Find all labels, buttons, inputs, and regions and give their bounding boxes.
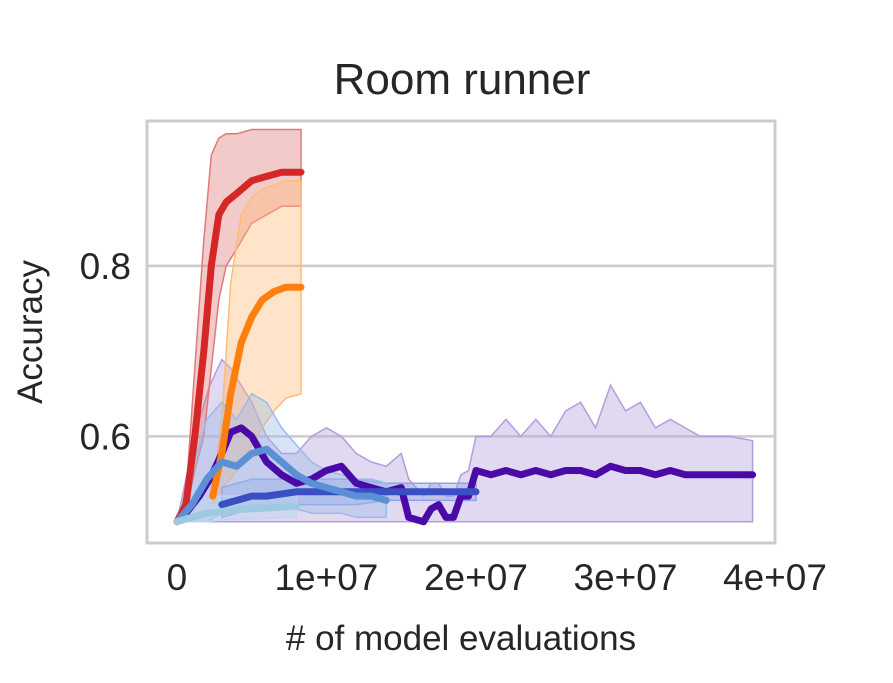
series-line-5 xyxy=(173,502,300,526)
plot-frame xyxy=(145,119,777,545)
x-tick-label: 2e+07 xyxy=(424,557,528,598)
y-tick-label: 0.8 xyxy=(80,246,131,287)
chart-title: Room runner xyxy=(334,55,591,104)
x-tick-label: 0 xyxy=(167,557,188,598)
series-lines xyxy=(173,168,757,526)
x-tick-label: 4e+07 xyxy=(723,557,827,598)
series-line-1 xyxy=(173,168,305,526)
series-line-2 xyxy=(209,283,305,500)
series-band-0 xyxy=(175,358,754,523)
series-band-1 xyxy=(176,128,302,523)
x-axis-label: # of model evaluations xyxy=(286,619,636,658)
x-tick-label: 3e+07 xyxy=(574,557,678,598)
series-band-2 xyxy=(212,179,302,505)
series-line-4 xyxy=(173,445,390,526)
y-axis-ticks: 0.6 0.8 xyxy=(80,246,131,458)
series-line-3 xyxy=(218,488,480,509)
y-tick-label: 0.6 xyxy=(80,416,131,457)
series-line-0 xyxy=(173,424,757,526)
y-axis-label: Accuracy xyxy=(11,260,50,404)
x-axis-ticks: 0 1e+07 2e+07 3e+07 4e+07 xyxy=(167,557,827,598)
x-tick-label: 1e+07 xyxy=(274,557,378,598)
